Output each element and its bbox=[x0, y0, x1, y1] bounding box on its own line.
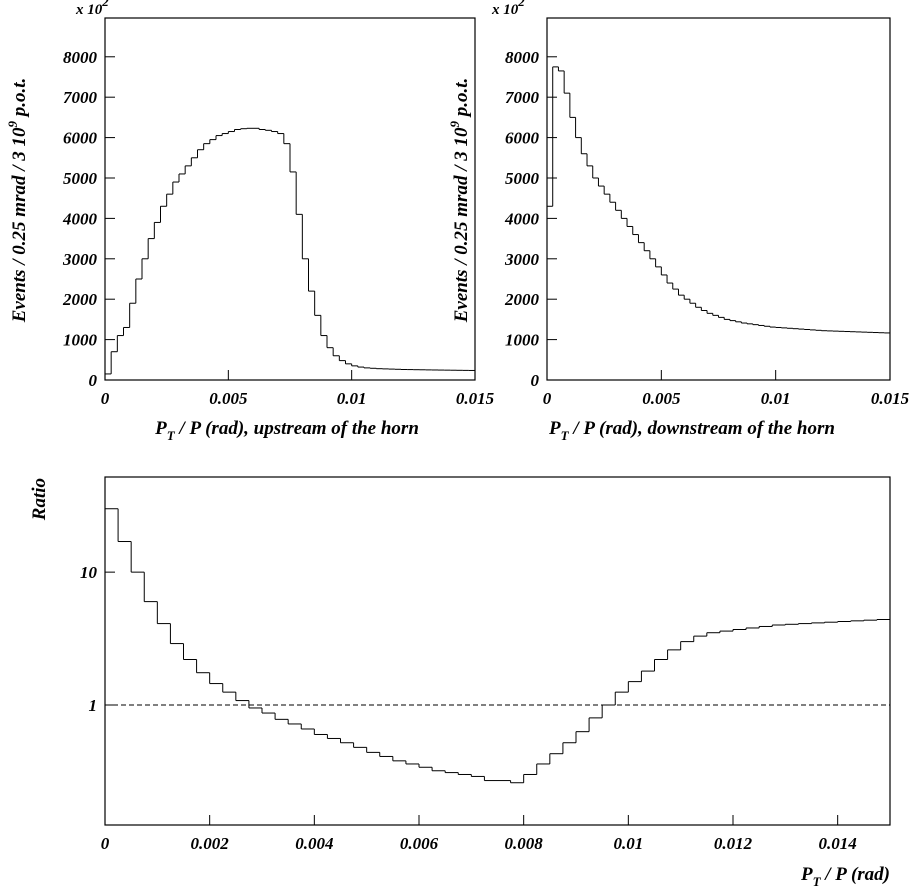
label-part: T bbox=[167, 428, 176, 443]
y-tick-label: 4000 bbox=[504, 209, 540, 228]
label-part: 2 bbox=[517, 0, 525, 9]
label-part: 9 bbox=[447, 121, 462, 128]
x-tick-label: 0.005 bbox=[209, 389, 248, 408]
x-tick-label: 0.01 bbox=[761, 389, 791, 408]
x-tick-label: 0.01 bbox=[613, 834, 643, 853]
y-tick-label: 5000 bbox=[505, 169, 540, 188]
plot-frame bbox=[104, 17, 476, 381]
x-axis-label: PT / P (rad), downstream of the horn bbox=[548, 418, 835, 443]
label-part: / P (rad), downstream of the horn bbox=[569, 418, 835, 439]
y-axis-label: Events / 0.25 mrad / 3 109 p.o.t. bbox=[5, 78, 30, 324]
label-part: P bbox=[154, 418, 167, 439]
x-axis-label: PT / P (rad) bbox=[800, 864, 890, 889]
label-part: p.o.t. bbox=[451, 78, 472, 121]
y-tick-label: 7000 bbox=[505, 88, 540, 107]
y-tick-label: 10 bbox=[80, 563, 98, 582]
x-tick-label: 0.015 bbox=[456, 389, 495, 408]
y-tick-label: 0 bbox=[531, 371, 540, 390]
x-tick-label: 0 bbox=[101, 834, 110, 853]
y-tick-label: 8000 bbox=[505, 48, 540, 67]
x-tick-label: 0 bbox=[101, 389, 110, 408]
x-tick-label: 0.014 bbox=[819, 834, 857, 853]
plot-frame bbox=[104, 476, 891, 826]
plot-frame bbox=[546, 17, 891, 381]
y-multiplier: x 102 bbox=[491, 0, 525, 18]
y-axis-label: Ratio bbox=[29, 478, 50, 521]
x-tick-label: 0.006 bbox=[400, 834, 439, 853]
label-part: 9 bbox=[5, 121, 20, 128]
y-tick-label: 4000 bbox=[62, 209, 98, 228]
y-tick-label: 2000 bbox=[62, 290, 98, 309]
x-axis-label: PT / P (rad), upstream of the horn bbox=[154, 418, 419, 443]
label-part: x 10 bbox=[75, 2, 103, 18]
label-part: Events / 0.25 mrad / 3 10 bbox=[451, 127, 472, 323]
x-tick-label: 0.005 bbox=[642, 389, 681, 408]
y-tick-label: 0 bbox=[89, 371, 98, 390]
x-tick-label: 0.015 bbox=[871, 389, 910, 408]
x-tick-label: 0.008 bbox=[505, 834, 544, 853]
x-tick-label: 0.01 bbox=[337, 389, 367, 408]
label-part: p.o.t. bbox=[9, 78, 30, 121]
y-tick-label: 1000 bbox=[505, 331, 540, 350]
y-tick-label: 1000 bbox=[63, 331, 98, 350]
label-part: T bbox=[813, 874, 822, 889]
label-part: P bbox=[800, 864, 813, 885]
y-tick-label: 6000 bbox=[505, 129, 540, 148]
x-tick-label: 0.004 bbox=[295, 834, 333, 853]
y-tick-label: 3000 bbox=[62, 250, 98, 269]
y-tick-label: 2000 bbox=[504, 290, 540, 309]
label-part: Ratio bbox=[29, 478, 50, 521]
y-tick-label: 3000 bbox=[504, 250, 540, 269]
label-part: 2 bbox=[101, 0, 109, 9]
y-tick-label: 8000 bbox=[63, 48, 98, 67]
y-tick-label: 1 bbox=[89, 696, 98, 715]
y-axis-label: Events / 0.25 mrad / 3 109 p.o.t. bbox=[447, 78, 472, 324]
x-tick-label: 0 bbox=[543, 389, 552, 408]
y-tick-label: 6000 bbox=[63, 129, 98, 148]
label-part: / P (rad), upstream of the horn bbox=[175, 418, 419, 439]
label-part: x 10 bbox=[491, 2, 519, 18]
label-part: / P (rad) bbox=[821, 864, 890, 885]
label-part: T bbox=[561, 428, 570, 443]
label-part: P bbox=[548, 418, 561, 439]
y-multiplier: x 102 bbox=[75, 0, 109, 18]
y-tick-label: 5000 bbox=[63, 169, 98, 188]
y-tick-label: 7000 bbox=[63, 88, 98, 107]
x-tick-label: 0.002 bbox=[191, 834, 230, 853]
x-tick-label: 0.012 bbox=[714, 834, 753, 853]
label-part: Events / 0.25 mrad / 3 10 bbox=[9, 127, 30, 323]
